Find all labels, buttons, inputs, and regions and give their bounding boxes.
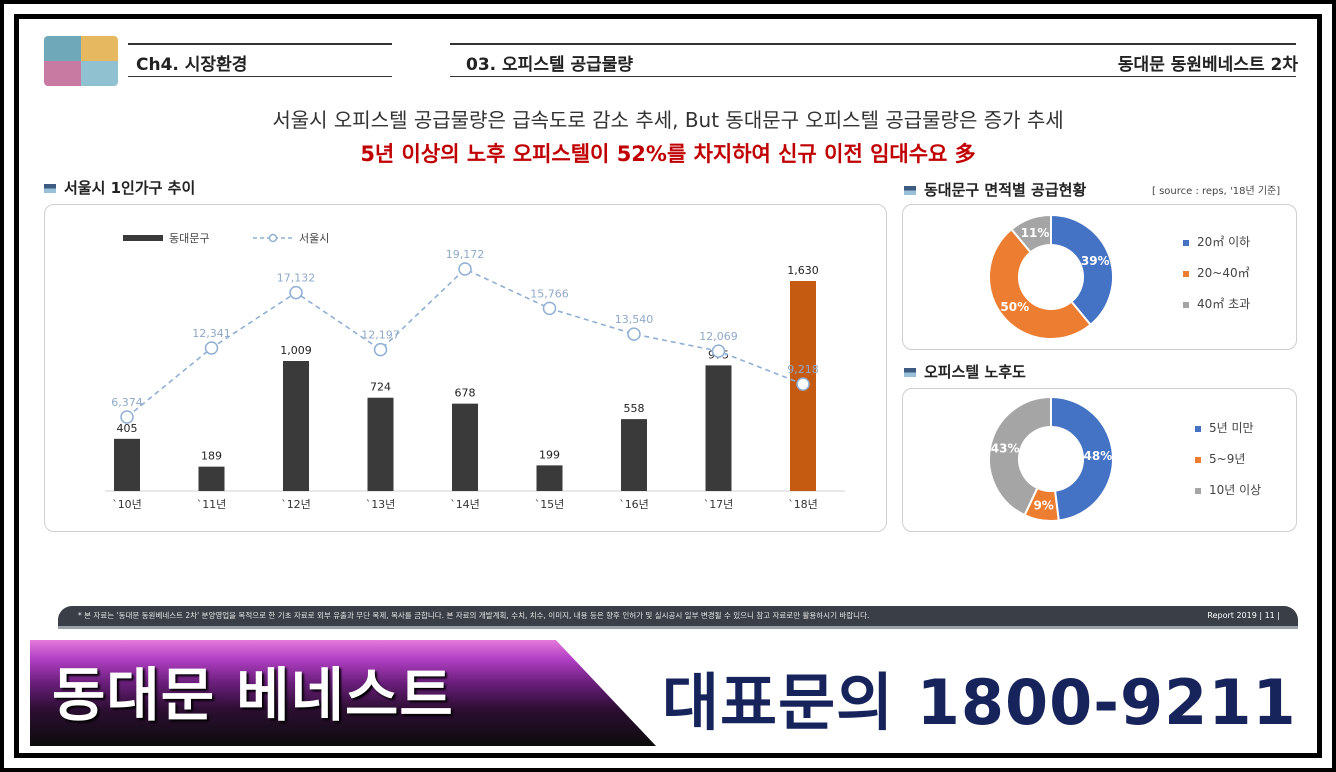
- donut-slice: [1010, 213, 1052, 254]
- bar: [705, 365, 732, 491]
- right-bottom-section-title: 오피스텔 노후도: [904, 361, 1026, 382]
- bar: [367, 397, 394, 491]
- section-title: 03. 오피스텔 공급물량: [466, 55, 634, 75]
- line-point: [120, 410, 134, 424]
- line-label: 12,197: [361, 329, 400, 342]
- legend-item: 5년 미만: [1195, 419, 1261, 450]
- donut-slice: [1050, 213, 1114, 327]
- header-rule-bottom: [450, 76, 1296, 77]
- x-tick-label: `12년: [281, 498, 311, 511]
- x-tick-label: `14년: [450, 498, 480, 511]
- bar-label: 405: [117, 422, 138, 435]
- section-bullet-icon: [44, 184, 56, 193]
- section-bullet-icon: [904, 186, 916, 195]
- bar-label: 1,630: [787, 264, 819, 277]
- line-point: [711, 344, 726, 358]
- building-age-legend: 5년 미만 5~9년 10년 이상: [1195, 419, 1261, 512]
- bar-label: 199: [539, 448, 560, 461]
- line-label: 6,374: [111, 396, 143, 409]
- x-tick-label: `15년: [535, 498, 565, 511]
- line-point: [204, 341, 219, 355]
- bar: [452, 403, 478, 491]
- header-rule-top: [450, 43, 1296, 45]
- line-label: 19,172: [446, 248, 485, 261]
- header-rule-top: [128, 43, 392, 45]
- donut-slice-label: 43%: [991, 442, 1020, 456]
- x-tick-label: `18년: [788, 498, 818, 511]
- line-point: [458, 262, 472, 276]
- bar-label: 724: [370, 381, 391, 394]
- x-tick-label: `17년: [704, 498, 734, 511]
- legend-item: 40㎡ 초과: [1183, 295, 1250, 326]
- line-point: [289, 285, 303, 300]
- legend-item: 20㎡ 이하: [1183, 233, 1250, 264]
- area-supply-donut: 39% 50% 11%: [988, 213, 1114, 340]
- x-tick-label: `16년: [619, 498, 649, 511]
- right-top-section-title: 동대문구 면적별 공급현황: [904, 179, 1086, 200]
- donut-slice-label: 9%: [1033, 498, 1053, 512]
- building-age-donut: 48% 9% 43%: [988, 395, 1114, 522]
- household-chart-panel: 동대문구 서울시 405 `10년 189 `11년 1,009 `12년 724 `13년 678…: [44, 204, 887, 532]
- donut-slice-label: 11%: [1021, 226, 1050, 240]
- banner-brand: 동대문 베네스트: [52, 661, 454, 729]
- legend-label-bar: 동대문구: [169, 232, 209, 245]
- donut-slice: [988, 395, 1052, 517]
- legend-item: 5~9년: [1195, 450, 1261, 481]
- headline-main: 서울시 오피스텔 공급물량은 급속도로 감소 추세, But 동대문구 오피스텔…: [272, 108, 1064, 132]
- footer-rule: [58, 626, 1298, 629]
- chapter-title: Ch4. 시장환경: [136, 55, 248, 75]
- legend-item: 20~40㎡: [1183, 264, 1250, 295]
- donut-slice: [1050, 395, 1114, 522]
- line-label: 12,341: [192, 327, 231, 340]
- line-label: 13,540: [615, 313, 654, 326]
- slide: Ch4. 시장환경 03. 오피스텔 공급물량 동대문 동원베네스트 2차 서울…: [24, 24, 1312, 636]
- header-rule-bottom: [128, 76, 392, 77]
- left-section-title: 서울시 1인가구 추이: [44, 177, 195, 198]
- line-label: 12,069: [699, 330, 738, 343]
- headline-highlight: 5년 이상의 노후 오피스텔이 52%를 차지하여 신규 이전 임대수요 多: [360, 142, 976, 166]
- seoul-line: [126, 268, 804, 418]
- legend-marker-line: [268, 233, 278, 243]
- bar: [114, 438, 140, 491]
- x-tick-label: `11년: [197, 498, 227, 511]
- bar-label: 1,009: [280, 344, 312, 357]
- project-title: 동대문 동원베네스트 2차: [1117, 55, 1298, 75]
- line-point: [542, 301, 557, 316]
- line-point: [627, 327, 641, 341]
- brand-logo: [44, 36, 118, 86]
- footer-disclaimer: * 본 자료는 '동대문 동원베네스트 2차' 분양영업을 목적으로 한 기초 …: [78, 611, 870, 620]
- legend-label-line: 서울시: [299, 232, 329, 245]
- footer-report: Report 2019 | 11 |: [1207, 611, 1280, 620]
- donut-slice-label: 39%: [1081, 254, 1110, 268]
- banner-contact[interactable]: 대표문의 1800-9211: [662, 666, 1297, 739]
- bar: [621, 419, 647, 491]
- donut-slice-label: 48%: [1084, 449, 1113, 463]
- section-bullet-icon: [904, 368, 916, 377]
- donut-slice-label: 50%: [1000, 300, 1029, 314]
- line-label: 17,132: [277, 272, 316, 285]
- legend-item: 10년 이상: [1195, 481, 1261, 512]
- area-supply-panel: 39% 50% 11% 20㎡ 이하 20~40㎡ 40㎡ 초과: [902, 204, 1297, 350]
- bar-label: 558: [624, 402, 645, 415]
- legend-swatch-bar: [123, 235, 163, 241]
- bar-label: 678: [455, 387, 476, 400]
- household-combo-chart: 동대문구 서울시 405 `10년 189 `11년 1,009 `12년 724 `13년 678…: [105, 232, 845, 511]
- x-tick-label: `13년: [366, 498, 396, 511]
- building-age-panel: 48% 9% 43% 5년 미만 5~9년 10년 이상: [902, 388, 1297, 532]
- line-label: 9,218: [787, 363, 819, 376]
- footer-bar: * 본 자료는 '동대문 동원베네스트 2차' 분양영업을 목적으로 한 기초 …: [58, 606, 1298, 626]
- bar: [536, 465, 563, 491]
- banner-background: [30, 640, 656, 746]
- donut-slice: [988, 227, 1092, 340]
- bar-label: 189: [201, 450, 222, 463]
- line-point: [796, 377, 810, 391]
- bar: [283, 361, 309, 491]
- source-note: [ source : reps, '18년 기준]: [1152, 186, 1281, 197]
- line-label: 15,766: [530, 287, 569, 300]
- area-supply-legend: 20㎡ 이하 20~40㎡ 40㎡ 초과: [1183, 233, 1250, 326]
- line-point: [373, 342, 388, 357]
- bar: [198, 466, 225, 491]
- x-tick-label: `10년: [112, 498, 142, 511]
